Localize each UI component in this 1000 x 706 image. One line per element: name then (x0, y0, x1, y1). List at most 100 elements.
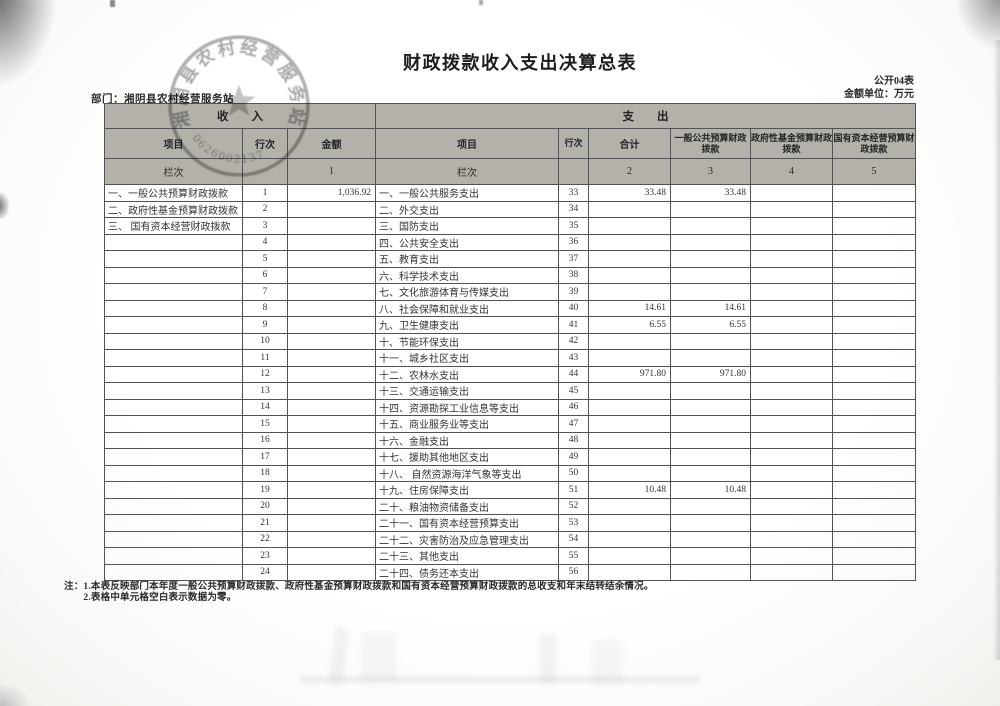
expense-gov-fund-col-header: 政府性基金预算财政拨款 (750, 128, 834, 159)
income-line-cell: 6 (242, 266, 288, 284)
income-line-cell: 3 (242, 217, 288, 235)
expense-item-cell: 二、外交支出 (375, 200, 560, 218)
expense-item-cell: 十一、城乡社区支出 (375, 349, 560, 367)
expense-general-budget-cell: 33.48 (670, 184, 752, 202)
expense-general-budget-cell: 10.48 (670, 481, 752, 499)
expense-line-cell: 46 (558, 398, 590, 416)
expense-state-capital-cell (832, 464, 917, 482)
income-amount-col-header: 金额 (286, 128, 377, 159)
expense-lanci-label: 栏次 (375, 158, 560, 185)
expense-total-cell (588, 563, 672, 581)
expense-general-budget-col-header: 一般公共预算财政拨款 (670, 128, 752, 159)
expense-state-capital-cell (832, 497, 917, 515)
income-line-cell: 20 (242, 497, 288, 515)
footnote-prefix: 注： (64, 582, 84, 592)
section-band-row: 收 入 支 出 (103, 103, 917, 129)
table-row: 8 八、社会保障和就业支出 40 14.61 14.61 (104, 299, 917, 317)
expense-item-cell: 一、一般公共服务支出 (375, 184, 560, 202)
scan-smudge-top-left (0, 0, 60, 90)
income-item-cell (104, 349, 243, 367)
expense-total-col-header: 合计 (588, 128, 672, 159)
income-line-cell: 17 (242, 448, 288, 466)
table-row: 6 六、科学技术支出 38 (104, 266, 917, 284)
expense-general-budget-cell: 971.80 (670, 365, 752, 383)
expense-general-budget-cell (670, 415, 752, 433)
table-row: 一、一般公共预算财政拨款 1 1,036.92 一、一般公共服务支出 33 33.48 33… (104, 184, 917, 202)
expense-state-capital-cell (832, 349, 917, 367)
expense-total-cell (588, 332, 672, 350)
expense-line-cell: 49 (558, 448, 590, 466)
income-amount-cell (286, 365, 377, 383)
expense-gov-fund-cell (750, 497, 834, 515)
expense-state-capital-cell (832, 365, 917, 383)
expense-line-cell: 55 (558, 547, 590, 565)
income-item-cell: 一、一般公共预算财政拨款 (104, 184, 243, 202)
expense-total-cell (588, 415, 672, 433)
scan-ghost-mark (592, 640, 622, 684)
income-amount-cell (286, 316, 377, 334)
income-item-cell (104, 547, 243, 565)
expense-total-cell (588, 200, 672, 218)
income-amount-cell (286, 266, 377, 284)
expense-item-cell: 十、节能环保支出 (375, 332, 560, 350)
expense-total-cell (588, 547, 672, 565)
income-line-cell: 11 (242, 349, 288, 367)
expense-gov-fund-cell (750, 415, 834, 433)
income-line-cell: 5 (242, 250, 288, 268)
table-row: 7 七、文化旅游体育与传媒支出 39 (104, 283, 917, 301)
expense-state-capital-cell (832, 448, 917, 466)
expense-total-cell (588, 464, 672, 482)
income-amount-cell (286, 398, 377, 416)
income-amount-cell (286, 464, 377, 482)
income-item-cell (104, 382, 243, 400)
income-amount-cell (286, 217, 377, 235)
income-line-cell: 22 (242, 530, 288, 548)
income-amount-cell: 1,036.92 (286, 184, 377, 202)
expense-lanci-4: 4 (750, 158, 834, 185)
svg-text:0626002137: 0626002137 (189, 132, 266, 166)
expense-line-cell: 33 (558, 184, 590, 202)
expense-item-cell: 二十四、债务还本支出 (375, 563, 560, 581)
scan-ghost-mark (540, 634, 556, 684)
expense-total-cell (588, 217, 672, 235)
expense-state-capital-cell (832, 283, 917, 301)
expense-gov-fund-cell (750, 563, 834, 581)
expense-section-header: 支 出 (375, 103, 917, 129)
expense-total-cell (588, 250, 672, 268)
income-item-cell (104, 283, 243, 301)
expense-gov-fund-cell (750, 448, 834, 466)
expense-item-cell: 六、科学技术支出 (375, 266, 560, 284)
table-row: 21 二十一、国有资本经营预算支出 53 (104, 514, 917, 532)
expense-total-cell (588, 349, 672, 367)
income-item-cell (104, 299, 243, 317)
table-row: 13 十三、交通运输支出 45 (104, 382, 917, 400)
expense-general-budget-cell (670, 497, 752, 515)
table-row: 15 十五、商业服务业等支出 47 (104, 415, 917, 433)
expense-item-cell: 五、教育支出 (375, 250, 560, 268)
expense-total-cell (588, 382, 672, 400)
expense-item-cell: 十九、住房保障支出 (375, 481, 560, 499)
expense-total-cell: 33.48 (588, 184, 672, 202)
income-line-cell: 12 (242, 365, 288, 383)
scan-blot-left-edge (0, 192, 9, 220)
expense-total-cell (588, 448, 672, 466)
expense-line-cell: 42 (558, 332, 590, 350)
expense-line-cell: 52 (558, 497, 590, 515)
expense-gov-fund-cell (750, 530, 834, 548)
income-line-col-header: 行次 (242, 128, 288, 159)
expense-line-cell: 48 (558, 431, 590, 449)
official-seal-stamp: 湘阴县农村经营服务站 0626002137 (168, 35, 310, 177)
table-code: 公开04表 (874, 76, 914, 87)
footnote-line: 1.本表反映部门本年度一般公共预算财政拨款、政府性基金预算财政拨款和国有资本经营… (83, 582, 654, 592)
expense-item-cell: 二十一、国有资本经营预算支出 (375, 514, 560, 532)
expense-item-cell: 十八、 自然资源海洋气象等支出 (375, 464, 560, 482)
svg-text:湘阴县农村经营服务站: 湘阴县农村经营服务站 (170, 37, 309, 131)
expense-line-cell: 34 (558, 200, 590, 218)
expense-line-cell: 38 (558, 266, 590, 284)
expense-general-budget-cell (670, 448, 752, 466)
income-item-cell (104, 415, 243, 433)
expense-item-cell: 十二、农林水支出 (375, 365, 560, 383)
income-amount-cell (286, 200, 377, 218)
seal-star-icon (222, 84, 256, 116)
expense-item-cell: 二十二、灾害防治及应急管理支出 (375, 530, 560, 548)
